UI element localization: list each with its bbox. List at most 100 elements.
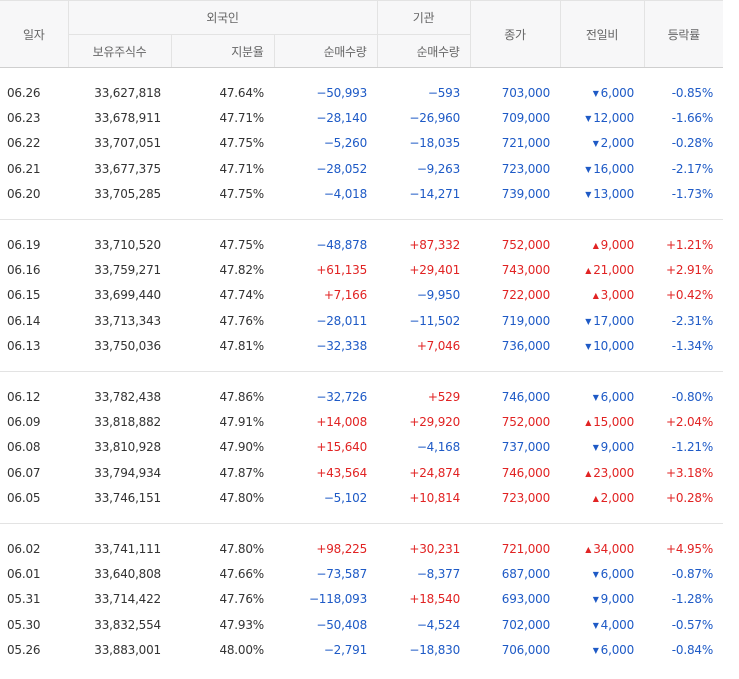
row-inst-net: +29,920 [409,414,461,429]
row-date: 06.20 [7,187,41,202]
row-holdings: 33,746,151 [94,491,161,506]
row-foreign-net: −2,791 [323,643,368,658]
row-change: ▲ 21,000 [560,257,644,282]
row-change: ▼ 9,000 [560,435,644,460]
row-holdings: 33,883,001 [94,643,161,658]
triangle-down-icon: ▼ [592,595,599,605]
row-inst-net: −11,502 [409,313,461,328]
table-row: 06.19 33,710,520 47.75% −48,878 +87,332 752,0… [0,232,723,257]
row-change: ▼ 6,000 [560,561,644,586]
row-close: 737,000 [501,440,551,455]
header-rate: 등락률 [643,0,724,68]
row-close: 702,000 [501,617,551,632]
row-foreign-net: −50,408 [316,617,368,632]
group-spacer [0,359,723,372]
row-holdings: 33,677,375 [94,161,161,176]
row-date: 06.21 [7,161,41,176]
row-ratio: 47.86% [219,389,264,404]
row-change-value: 9,000 [600,440,635,455]
row-date: 05.30 [7,617,41,632]
row-inst-net: +7,046 [416,339,461,354]
table-row: 06.16 33,759,271 47.82% +61,135 +29,401 743,0… [0,257,723,282]
row-change: ▲ 34,000 [560,536,644,561]
row-close: 722,000 [501,288,551,303]
row-foreign-net: −5,260 [323,136,368,151]
row-rate: +0.42% [666,288,714,303]
row-ratio: 47.75% [219,187,264,202]
triangle-down-icon: ▼ [592,569,599,579]
row-change-value: 17,000 [593,313,635,328]
row-rate: -1.66% [671,111,714,126]
row-close: 752,000 [501,414,551,429]
investor-trading-table: 일자 외국인 기관 종가 전일비 등락률 보유주식수 지분율 순매수량 순매수량… [0,0,724,662]
row-change: ▼ 6,000 [560,637,644,662]
row-ratio: 47.80% [219,491,264,506]
row-rate: +4.95% [666,541,714,556]
triangle-down-icon: ▼ [592,443,599,453]
row-date: 05.31 [7,592,41,607]
triangle-down-icon: ▼ [592,139,599,149]
row-change: ▲ 2,000 [560,485,644,510]
row-change-value: 15,000 [593,414,635,429]
row-rate: +2.04% [666,414,714,429]
row-foreign-net: −118,093 [308,592,368,607]
row-change-value: 6,000 [600,643,635,658]
triangle-down-icon: ▼ [585,114,592,124]
row-change: ▲ 3,000 [560,283,644,308]
row-holdings: 33,741,111 [94,541,161,556]
row-change-value: 21,000 [593,263,635,278]
row-date: 06.01 [7,566,41,581]
header-inst-net: 순매수량 [376,34,471,68]
row-rate: -2.31% [671,313,714,328]
row-ratio: 47.90% [219,440,264,455]
table-row: 06.07 33,794,934 47.87% +43,564 +24,874 746,0… [0,460,723,485]
row-ratio: 47.87% [219,465,264,480]
row-inst-net: +529 [427,389,461,404]
group-spacer [0,220,723,232]
row-inst-net: −4,524 [416,617,461,632]
row-foreign-net: −73,587 [316,566,368,581]
row-foreign-net: −28,011 [316,313,368,328]
row-ratio: 47.75% [219,237,264,252]
row-inst-net: +30,231 [409,541,461,556]
group-spacer [0,68,723,81]
row-ratio: 47.66% [219,566,264,581]
row-date: 06.14 [7,313,41,328]
row-change-value: 2,000 [600,491,635,506]
row-holdings: 33,782,438 [94,389,161,404]
row-change: ▼ 2,000 [560,131,644,156]
group-divider [0,219,724,220]
row-inst-net: +29,401 [409,263,461,278]
row-rate: -2.17% [671,161,714,176]
table-row: 06.13 33,750,036 47.81% −32,338 +7,046 736,00… [0,334,723,359]
row-inst-net: −8,377 [416,566,461,581]
row-change: ▼ 6,000 [560,384,644,409]
row-change-value: 9,000 [600,592,635,607]
row-change: ▼ 16,000 [560,156,644,181]
triangle-up-icon: ▲ [585,266,592,276]
row-holdings: 33,750,036 [94,339,161,354]
row-close: 746,000 [501,465,551,480]
row-inst-net: −4,168 [416,440,461,455]
row-change-value: 10,000 [593,339,635,354]
row-ratio: 48.00% [219,643,264,658]
row-holdings: 33,707,051 [94,136,161,151]
row-inst-net: −26,960 [409,111,461,126]
row-close: 723,000 [501,161,551,176]
header-foreign-net: 순매수량 [273,34,378,68]
row-change: ▲ 15,000 [560,409,644,434]
row-inst-net: −18,830 [409,643,461,658]
row-date: 06.23 [7,111,41,126]
row-close: 719,000 [501,313,551,328]
row-inst-net: −18,035 [409,136,461,151]
table-row: 06.20 33,705,285 47.75% −4,018 −14,271 739,00… [0,182,723,207]
triangle-down-icon: ▼ [592,88,599,98]
triangle-up-icon: ▲ [592,494,599,504]
row-foreign-net: +14,008 [316,414,368,429]
row-change-value: 34,000 [593,541,635,556]
row-ratio: 47.76% [219,313,264,328]
row-ratio: 47.75% [219,136,264,151]
row-close: 736,000 [501,339,551,354]
row-holdings: 33,794,934 [94,465,161,480]
row-date: 06.08 [7,440,41,455]
